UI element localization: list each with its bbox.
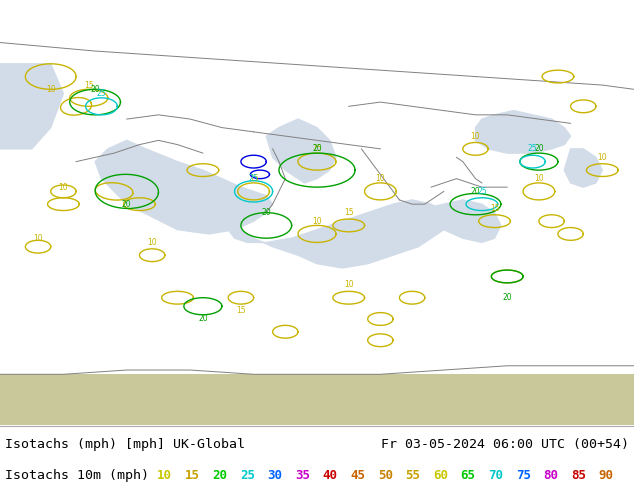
Text: 20: 20 (198, 315, 208, 323)
Text: 15: 15 (489, 204, 500, 213)
Text: 10: 10 (534, 174, 544, 183)
Text: 15: 15 (249, 174, 259, 183)
Polygon shape (266, 119, 336, 183)
Text: 80: 80 (543, 469, 559, 482)
Text: 35: 35 (295, 469, 310, 482)
Text: 20: 20 (534, 145, 544, 153)
Polygon shape (564, 149, 602, 187)
Text: 50: 50 (378, 469, 393, 482)
Text: 10: 10 (147, 238, 157, 247)
Bar (0, 374, 634, 425)
Text: Fr 03-05-2024 06:00 UTC (00+54): Fr 03-05-2024 06:00 UTC (00+54) (381, 438, 629, 451)
Polygon shape (228, 200, 450, 268)
Text: 15: 15 (312, 145, 322, 153)
Text: 15: 15 (236, 306, 246, 315)
Polygon shape (476, 111, 571, 153)
Text: 55: 55 (406, 469, 420, 482)
Text: Isotachs (mph) [mph] UK-Global: Isotachs (mph) [mph] UK-Global (5, 438, 245, 451)
Text: Isotachs 10m (mph): Isotachs 10m (mph) (5, 469, 149, 482)
Text: 20: 20 (122, 199, 132, 209)
Text: 10: 10 (597, 153, 607, 162)
Polygon shape (0, 64, 63, 149)
Text: 10: 10 (312, 217, 322, 226)
Text: 20: 20 (470, 187, 481, 196)
Text: 15: 15 (344, 208, 354, 217)
Text: 10: 10 (58, 183, 68, 192)
Text: 10: 10 (375, 174, 385, 183)
Text: 40: 40 (323, 469, 338, 482)
Text: 65: 65 (460, 469, 476, 482)
Text: 25: 25 (527, 145, 538, 153)
Text: 45: 45 (350, 469, 365, 482)
Polygon shape (95, 140, 273, 234)
Text: 75: 75 (516, 469, 531, 482)
Text: 60: 60 (433, 469, 448, 482)
Text: 20: 20 (212, 469, 228, 482)
Text: 25: 25 (249, 174, 259, 183)
Text: 10: 10 (157, 469, 172, 482)
Polygon shape (406, 200, 501, 243)
Text: 20: 20 (502, 293, 512, 302)
Text: 10: 10 (470, 132, 481, 141)
Text: 10: 10 (46, 85, 56, 94)
Text: 20: 20 (312, 145, 322, 153)
Text: 30: 30 (268, 469, 283, 482)
Text: 20: 20 (261, 208, 271, 217)
Text: 90: 90 (598, 469, 614, 482)
Text: 25: 25 (240, 469, 255, 482)
Text: 10: 10 (344, 280, 354, 290)
Text: 85: 85 (571, 469, 586, 482)
Text: 15: 15 (84, 80, 94, 90)
Text: 20: 20 (90, 85, 100, 94)
Text: 25: 25 (477, 187, 487, 196)
Text: 70: 70 (488, 469, 503, 482)
Text: 15: 15 (185, 469, 200, 482)
Text: 25: 25 (96, 89, 107, 98)
Text: 10: 10 (33, 234, 43, 243)
